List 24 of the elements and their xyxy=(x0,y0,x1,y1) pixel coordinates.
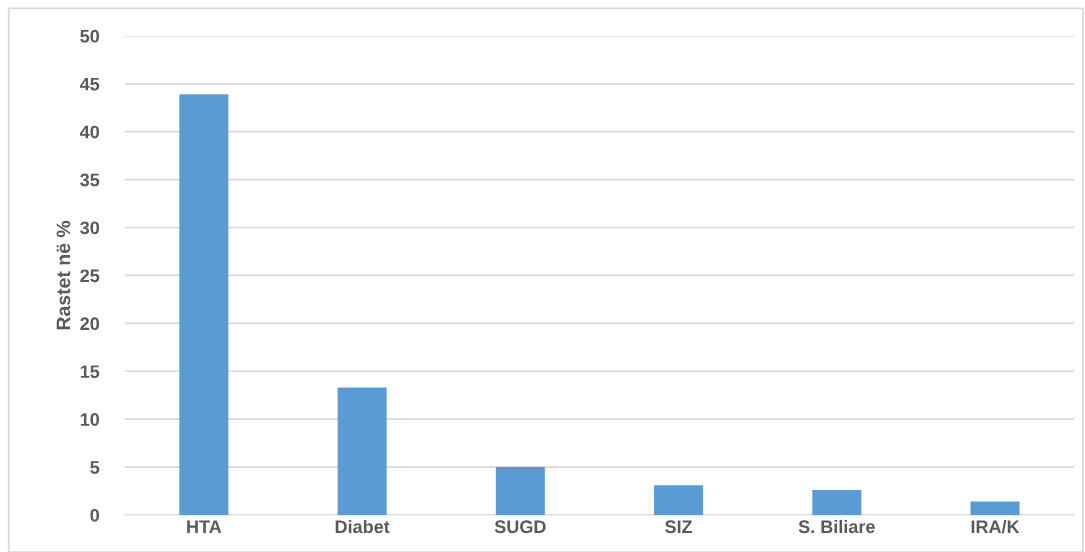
x-tick-label: SUGD xyxy=(494,520,546,534)
y-tick-label: 5 xyxy=(90,461,100,474)
y-axis-title: Rastet në % xyxy=(56,220,71,330)
bar xyxy=(970,501,1020,516)
y-tick-label: 30 xyxy=(80,221,100,235)
x-tick-label: SIZ xyxy=(665,520,693,534)
y-tick-label: 0 xyxy=(90,508,100,522)
x-tick-label: S. Biliare xyxy=(798,519,875,534)
bar xyxy=(812,490,862,516)
y-tick-label: 35 xyxy=(80,173,100,187)
bar xyxy=(337,387,387,516)
y-tick-label: 40 xyxy=(79,125,100,139)
y-tick-label: 45 xyxy=(79,77,100,91)
x-tick-label: Diabet xyxy=(335,519,390,534)
y-tick-label: 50 xyxy=(80,29,100,43)
bar xyxy=(179,94,229,516)
y-tick-label: 25 xyxy=(80,269,100,283)
y-tick-label: 10 xyxy=(80,413,100,426)
bar xyxy=(654,485,704,516)
y-tick-label: 15 xyxy=(80,365,100,378)
x-tick-label: HTA xyxy=(187,520,222,533)
x-tick-label: IRA/K xyxy=(971,519,1020,534)
bar xyxy=(495,467,545,516)
y-tick-label: 20 xyxy=(80,317,100,331)
